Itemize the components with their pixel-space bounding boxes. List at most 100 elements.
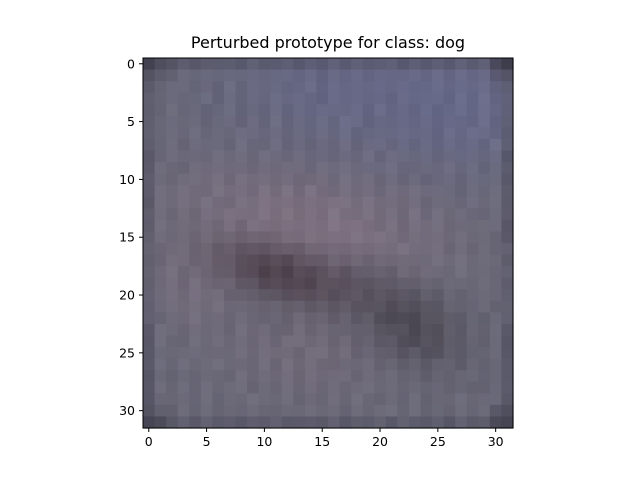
image-pixel bbox=[501, 115, 514, 128]
image-pixel bbox=[351, 208, 364, 221]
image-pixel bbox=[258, 150, 271, 163]
image-pixel bbox=[143, 358, 156, 371]
image-pixel bbox=[189, 277, 202, 290]
image-pixel bbox=[189, 81, 202, 94]
image-pixel bbox=[166, 381, 179, 394]
image-pixel bbox=[328, 393, 341, 406]
image-pixel bbox=[397, 312, 410, 325]
image-pixel bbox=[443, 243, 456, 256]
image-pixel bbox=[270, 196, 283, 209]
image-pixel bbox=[339, 347, 352, 360]
image-pixel bbox=[293, 231, 306, 244]
image-pixel bbox=[385, 358, 398, 371]
image-pixel bbox=[316, 69, 329, 82]
image-pixel bbox=[408, 69, 422, 82]
image-pixel bbox=[501, 266, 514, 279]
image-pixel bbox=[374, 393, 387, 406]
image-pixel bbox=[200, 277, 213, 290]
image-pixel bbox=[189, 185, 202, 198]
image-pixel bbox=[200, 219, 213, 233]
image-pixel bbox=[466, 416, 479, 429]
image-pixel bbox=[374, 335, 387, 348]
image-pixel bbox=[351, 58, 364, 71]
image-pixel bbox=[339, 58, 352, 71]
image-pixel bbox=[455, 347, 468, 360]
image-pixel bbox=[374, 404, 387, 418]
image-pixel bbox=[455, 231, 468, 244]
image-pixel bbox=[212, 127, 225, 140]
image-pixel bbox=[443, 358, 456, 371]
image-pixel bbox=[223, 335, 237, 348]
image-pixel bbox=[304, 185, 318, 198]
image-pixel bbox=[420, 393, 433, 406]
image-pixel bbox=[189, 323, 202, 337]
image-pixel bbox=[408, 115, 422, 128]
image-pixel bbox=[316, 219, 329, 233]
image-pixel bbox=[316, 243, 329, 256]
image-pixel bbox=[466, 358, 479, 371]
image-pixel bbox=[420, 243, 433, 256]
image-pixel bbox=[235, 243, 248, 256]
image-pixel bbox=[304, 150, 318, 163]
image-pixel bbox=[258, 162, 271, 175]
image-pixel bbox=[154, 127, 167, 140]
image-pixel bbox=[223, 404, 237, 418]
image-pixel bbox=[154, 254, 167, 267]
image-pixel bbox=[385, 254, 398, 267]
image-pixel bbox=[455, 104, 468, 117]
image-pixel bbox=[443, 381, 456, 394]
image-pixel bbox=[270, 416, 283, 429]
image-pixel bbox=[281, 104, 294, 117]
image-pixel bbox=[189, 208, 202, 221]
image-pixel bbox=[432, 81, 445, 94]
image-pixel bbox=[177, 185, 190, 198]
image-pixel bbox=[455, 150, 468, 163]
image-pixel bbox=[189, 254, 202, 267]
image-pixel bbox=[223, 254, 237, 267]
image-pixel bbox=[281, 185, 294, 198]
image-pixel bbox=[351, 138, 364, 152]
image-pixel bbox=[397, 115, 410, 128]
image-pixel bbox=[166, 393, 179, 406]
image-pixel bbox=[351, 219, 364, 233]
image-pixel bbox=[177, 289, 190, 302]
image-pixel bbox=[177, 104, 190, 117]
image-pixel bbox=[408, 416, 422, 429]
image-pixel bbox=[501, 219, 514, 233]
image-pixel bbox=[466, 69, 479, 82]
image-pixel bbox=[177, 127, 190, 140]
image-pixel bbox=[408, 300, 422, 313]
image-pixel bbox=[374, 81, 387, 94]
image-pixel bbox=[304, 358, 318, 371]
image-pixel bbox=[200, 323, 213, 337]
image-pixel bbox=[374, 104, 387, 117]
image-pixel bbox=[177, 208, 190, 221]
image-pixel bbox=[154, 150, 167, 163]
image-pixel bbox=[443, 231, 456, 244]
image-pixel bbox=[408, 81, 422, 94]
image-pixel bbox=[385, 115, 398, 128]
image-pixel bbox=[247, 162, 260, 175]
image-pixel bbox=[501, 381, 514, 394]
image-pixel bbox=[316, 370, 329, 383]
image-pixel bbox=[212, 92, 225, 105]
image-pixel bbox=[443, 266, 456, 279]
image-pixel bbox=[466, 104, 479, 117]
image-pixel bbox=[455, 58, 468, 71]
image-pixel bbox=[293, 150, 306, 163]
image-pixel bbox=[258, 358, 271, 371]
image-pixel bbox=[143, 92, 156, 105]
image-pixel bbox=[385, 81, 398, 94]
image-pixel bbox=[466, 243, 479, 256]
image-pixel bbox=[374, 381, 387, 394]
image-pixel bbox=[258, 208, 271, 221]
image-pixel bbox=[270, 185, 283, 198]
image-pixel bbox=[478, 277, 491, 290]
image-pixel bbox=[258, 104, 271, 117]
image-pixel bbox=[166, 69, 179, 82]
image-pixel bbox=[385, 266, 398, 279]
image-pixel bbox=[223, 277, 237, 290]
image-pixel bbox=[293, 404, 306, 418]
image-pixel bbox=[270, 393, 283, 406]
image-pixel bbox=[293, 185, 306, 198]
